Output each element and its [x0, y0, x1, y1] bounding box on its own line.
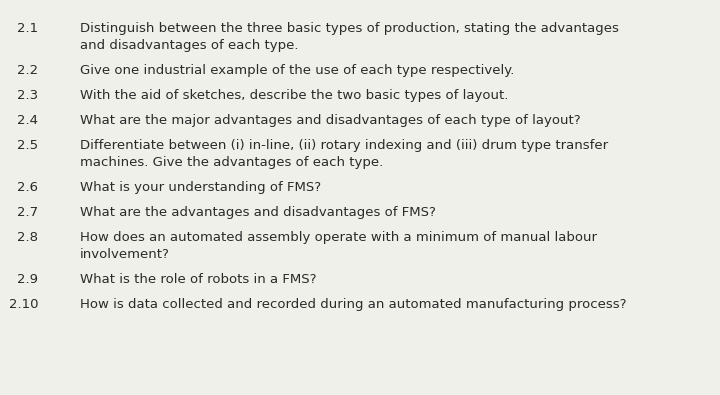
Text: 2.9: 2.9 [17, 273, 38, 286]
Text: machines. Give the advantages of each type.: machines. Give the advantages of each ty… [80, 156, 383, 169]
Text: 2.4: 2.4 [17, 114, 38, 127]
Text: 2.6: 2.6 [17, 181, 38, 194]
Text: Give one industrial example of the use of each type respectively.: Give one industrial example of the use o… [80, 64, 514, 77]
Text: 2.3: 2.3 [17, 89, 38, 102]
Text: What are the advantages and disadvantages of FMS?: What are the advantages and disadvantage… [80, 206, 436, 219]
Text: How does an automated assembly operate with a minimum of manual labour: How does an automated assembly operate w… [80, 231, 597, 244]
Text: How is data collected and recorded during an automated manufacturing process?: How is data collected and recorded durin… [80, 298, 626, 311]
Text: With the aid of sketches, describe the two basic types of layout.: With the aid of sketches, describe the t… [80, 89, 508, 102]
Text: 2.1: 2.1 [17, 22, 38, 35]
Text: Differentiate between (i) in-line, (ii) rotary indexing and (iii) drum type tran: Differentiate between (i) in-line, (ii) … [80, 139, 608, 152]
Text: 2.7: 2.7 [17, 206, 38, 219]
Text: 2.10: 2.10 [9, 298, 38, 311]
Text: 2.2: 2.2 [17, 64, 38, 77]
Text: Distinguish between the three basic types of production, stating the advantages: Distinguish between the three basic type… [80, 22, 619, 35]
Text: What is the role of robots in a FMS?: What is the role of robots in a FMS? [80, 273, 317, 286]
Text: 2.5: 2.5 [17, 139, 38, 152]
Text: 2.8: 2.8 [17, 231, 38, 244]
Text: What are the major advantages and disadvantages of each type of layout?: What are the major advantages and disadv… [80, 114, 580, 127]
Text: involvement?: involvement? [80, 248, 170, 261]
Text: and disadvantages of each type.: and disadvantages of each type. [80, 39, 299, 52]
Text: What is your understanding of FMS?: What is your understanding of FMS? [80, 181, 321, 194]
